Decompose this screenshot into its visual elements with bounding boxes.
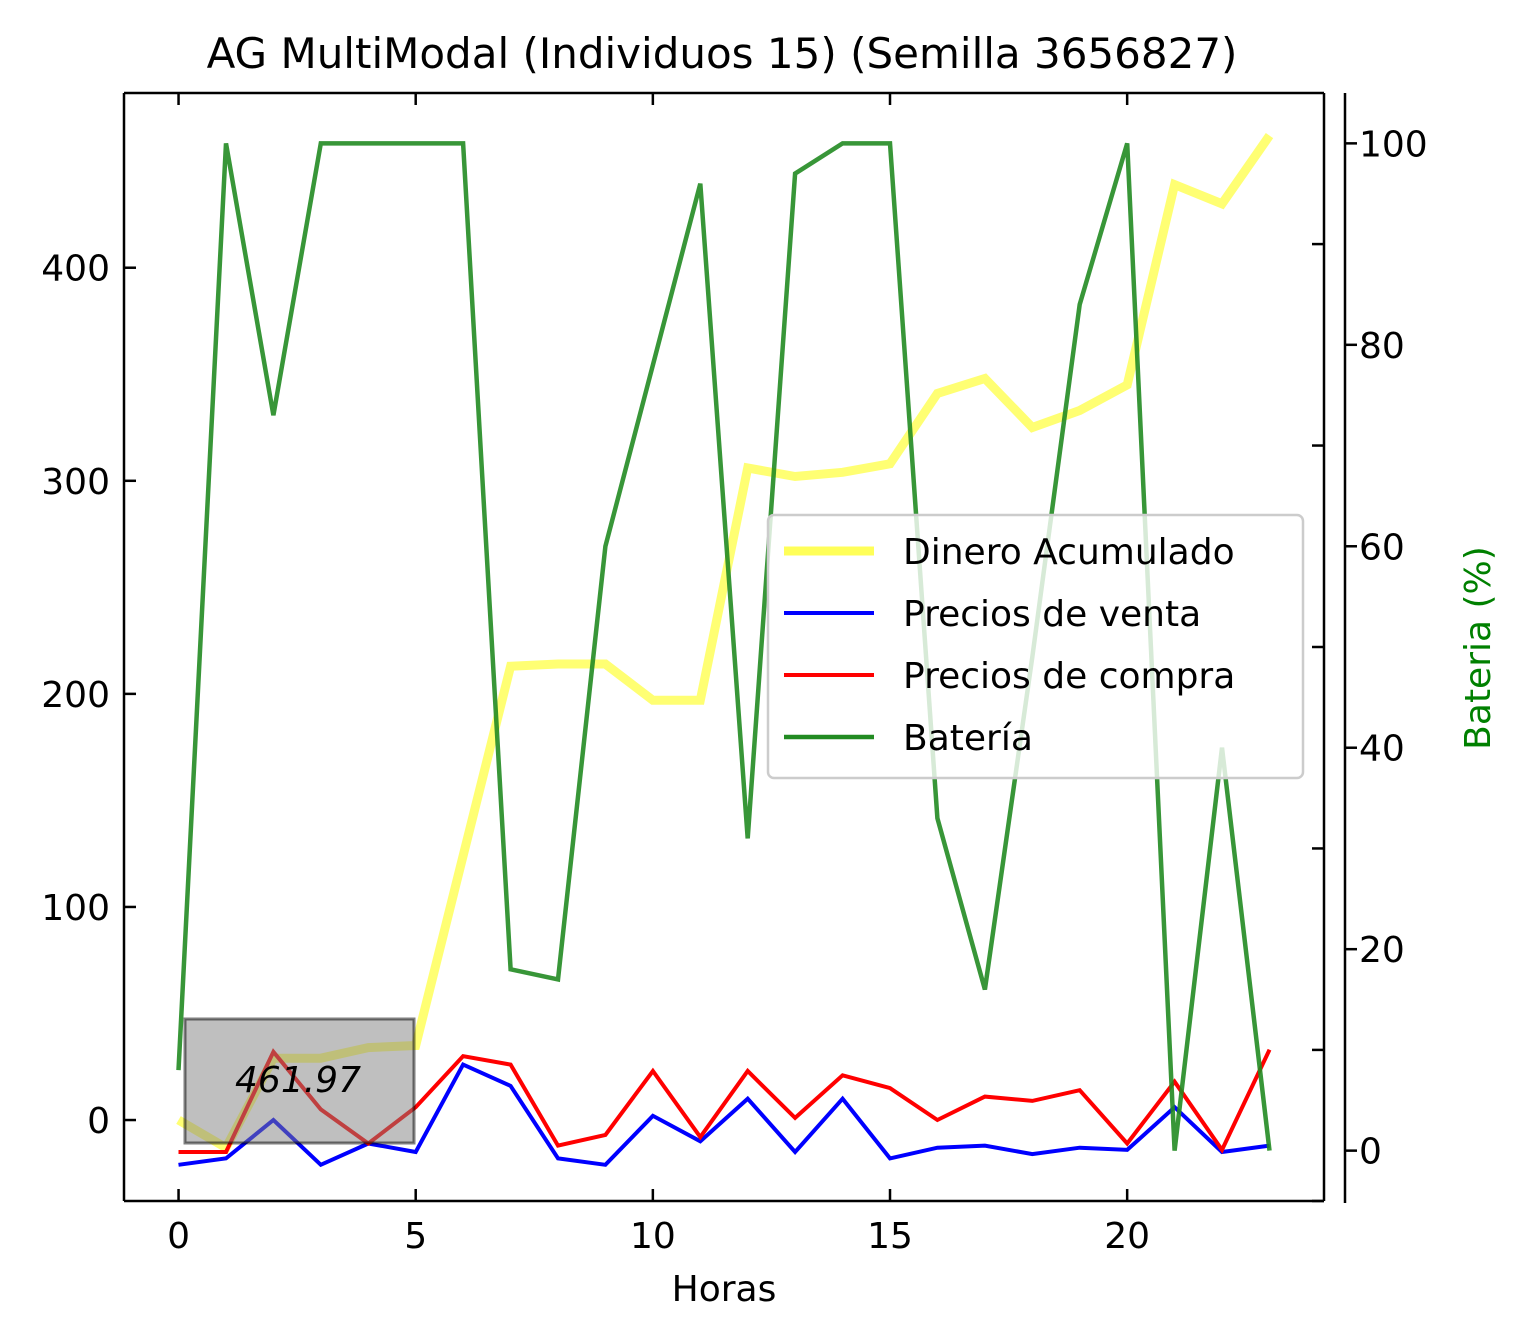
- y-tick-label: 100: [41, 888, 110, 929]
- y-tick-label: 200: [41, 675, 110, 716]
- series-line-precios-de-venta: [178, 1062, 1270, 1168]
- x-tick-label: 10: [630, 1216, 676, 1257]
- y-tick-label: 0: [87, 1101, 110, 1142]
- legend-label: Precios de compra: [903, 656, 1235, 697]
- x-axis-label: Horas: [672, 1269, 777, 1310]
- x-tick-label: 5: [404, 1216, 427, 1257]
- y-tick-label: 300: [41, 462, 110, 503]
- x-tick-label: 15: [867, 1216, 913, 1257]
- legend: Dinero Acumulado Precios de venta Precios …: [766, 513, 1305, 780]
- y-tick-label: 400: [41, 249, 110, 290]
- legend-label: Dinero Acumulado: [903, 532, 1235, 573]
- annotation-box: [183, 1017, 416, 1145]
- annotation: 461.97: [183, 1017, 416, 1145]
- y2-tick-label: 20: [1359, 930, 1405, 971]
- annotation-text: 461.97: [235, 1060, 361, 1101]
- x-tick-label: 0: [167, 1216, 190, 1257]
- legend-label: Precios de venta: [903, 594, 1201, 635]
- y2-tick-label: 40: [1359, 729, 1405, 770]
- legend-label: Batería: [903, 718, 1033, 759]
- y2-tick-label: 80: [1359, 326, 1405, 367]
- x-tick-label: 20: [1104, 1216, 1150, 1257]
- chart-title: AG MultiModal (Individuos 15) (Semilla 3…: [207, 29, 1238, 78]
- y2-tick-label: 60: [1359, 527, 1405, 568]
- y2-axis-label: Bateria (%): [1458, 546, 1499, 750]
- series-line-bater-a: [176, 141, 1272, 1151]
- y2-tick-label: 100: [1359, 124, 1428, 165]
- y2-tick-label: 0: [1359, 1132, 1382, 1173]
- legend-frame: [766, 513, 1305, 780]
